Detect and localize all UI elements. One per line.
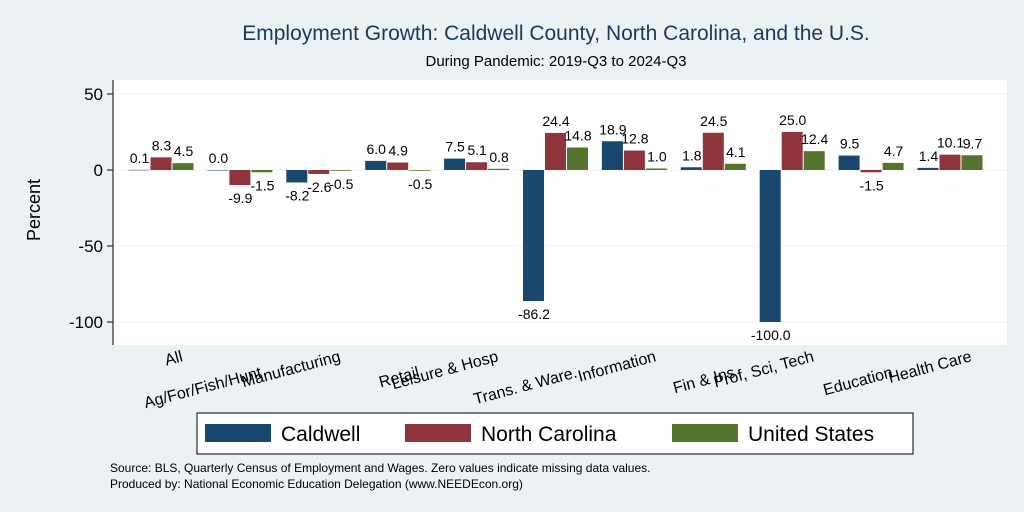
y-tick-label: 0 — [94, 161, 103, 180]
data-label: 4.7 — [884, 143, 904, 159]
data-label: 0.0 — [209, 150, 229, 166]
legend-box — [196, 412, 914, 455]
bar — [128, 169, 150, 171]
y-ticks: 50 0 -50 -100 — [69, 80, 114, 345]
bar — [523, 170, 544, 302]
bar — [961, 155, 983, 170]
bar — [308, 170, 330, 174]
data-label: -86.2 — [518, 306, 550, 322]
chart-subtitle: During Pandemic: 2019-Q3 to 2024-Q3 — [426, 53, 687, 70]
data-label: -0.5 — [408, 176, 432, 192]
legend-swatch — [405, 424, 471, 442]
bar — [645, 168, 667, 170]
data-label: -1.5 — [250, 177, 274, 193]
bar — [387, 162, 409, 170]
bar — [939, 154, 961, 170]
data-label: -0.5 — [329, 176, 353, 192]
data-label: 4.9 — [388, 143, 408, 159]
data-label: -8.2 — [285, 187, 309, 203]
bar — [882, 162, 904, 170]
bar — [803, 151, 825, 170]
bar — [207, 170, 229, 171]
bar — [365, 160, 387, 170]
bar — [917, 167, 939, 170]
data-label: 0.8 — [489, 149, 509, 165]
bar — [623, 150, 645, 170]
bar — [251, 170, 273, 173]
data-label: -2.6 — [307, 179, 331, 195]
data-labels: 0.18.3 4.5 0.0-9.9-1.5-8.2-2.6-0.56.0 4.9-0… — [130, 112, 983, 343]
legend-swatch — [672, 424, 738, 442]
y-axis-label: Percent — [24, 179, 44, 241]
legend-label: North Carolina — [481, 423, 617, 446]
data-label: 5.1 — [467, 142, 487, 158]
data-label: 1.0 — [647, 148, 667, 164]
data-label: 8.3 — [152, 137, 172, 153]
legend-label: United States — [748, 423, 874, 446]
data-label: 9.5 — [840, 136, 860, 152]
data-label: 18.9 — [599, 121, 626, 137]
bar — [330, 170, 352, 171]
bar — [781, 132, 803, 170]
data-label: 9.7 — [963, 135, 983, 151]
bar — [860, 170, 882, 173]
bar — [150, 157, 172, 170]
legend-swatch — [205, 424, 271, 442]
bar — [488, 168, 510, 170]
data-label: 24.4 — [542, 113, 569, 129]
bar — [601, 141, 623, 170]
bar — [229, 170, 251, 186]
data-label: -100.0 — [751, 327, 791, 343]
legend-label: Caldwell — [281, 423, 360, 446]
bar — [724, 163, 746, 170]
y-tick-label: -100 — [69, 313, 103, 332]
data-label: 6.0 — [366, 141, 386, 157]
data-label: 4.1 — [726, 144, 746, 160]
produced-note: Produced by: National Economic Education… — [110, 477, 523, 491]
data-label: 25.0 — [779, 112, 806, 128]
data-label: 12.8 — [621, 131, 648, 147]
category-label: All — [163, 348, 185, 369]
bar — [286, 170, 308, 183]
y-tick-label: -50 — [78, 237, 103, 256]
bar — [172, 163, 194, 170]
y-tick-label: 50 — [84, 85, 103, 104]
bar — [444, 158, 466, 170]
data-label: 4.5 — [174, 143, 194, 159]
chart-title: Employment Growth: Caldwell County, Nort… — [242, 22, 870, 45]
data-label: 1.8 — [682, 147, 702, 163]
data-label: 24.5 — [700, 113, 727, 129]
data-label: 10.1 — [937, 135, 964, 151]
bar — [680, 167, 702, 170]
data-label: -1.5 — [860, 177, 884, 193]
data-label: 1.4 — [919, 148, 939, 164]
bar — [466, 162, 488, 170]
data-label: 0.1 — [130, 150, 150, 166]
bar — [702, 132, 724, 170]
data-label: -9.9 — [228, 190, 252, 206]
bars — [128, 132, 983, 322]
bar — [838, 155, 860, 170]
data-label: 12.4 — [801, 131, 828, 147]
bar — [409, 170, 431, 171]
bar — [567, 147, 588, 170]
bar — [759, 170, 781, 322]
legend: Caldwell North Carolina United States — [196, 412, 914, 455]
bar — [545, 132, 566, 170]
data-label: 14.8 — [564, 128, 591, 144]
plot-area — [113, 80, 1007, 345]
data-label: 7.5 — [445, 139, 465, 155]
source-note: Source: BLS, Quarterly Census of Employm… — [110, 461, 650, 475]
